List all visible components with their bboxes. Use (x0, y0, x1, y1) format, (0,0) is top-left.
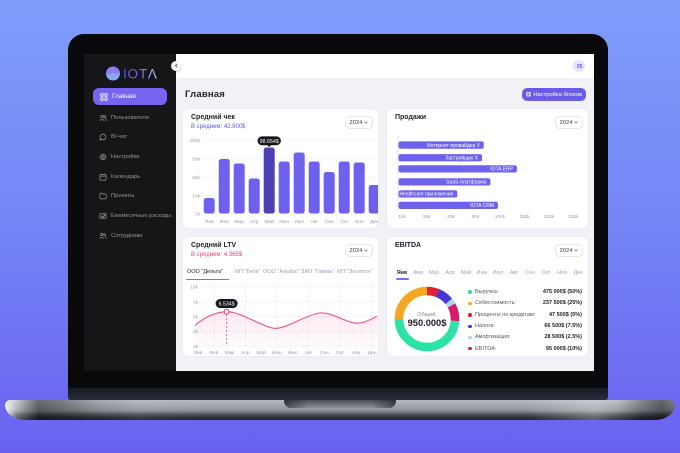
svg-text:25k: 25k (192, 175, 200, 181)
svg-text:Дек: Дек (370, 219, 378, 225)
svg-text:IOTA ERP: IOTA ERP (490, 167, 513, 173)
svg-text:Авг: Авг (310, 219, 318, 225)
svg-text:100k: 100k (495, 214, 506, 220)
svg-text:10k: 10k (192, 194, 200, 200)
svg-text:Ноя: Ноя (355, 219, 364, 225)
svg-text:Июл: Июл (288, 350, 298, 356)
svg-text:Healthcare приложение: Healthcare приложение (399, 192, 453, 198)
svg-text:20k: 20k (447, 214, 455, 220)
svg-text:Застройщик Х: Застройщик Х (445, 155, 478, 162)
svg-text:Общий:: Общий: (417, 311, 437, 318)
svg-text:98.654$: 98.654$ (260, 139, 279, 145)
svg-text:Дек: Дек (368, 350, 377, 356)
svg-text:Ноя: Ноя (352, 350, 361, 356)
svg-text:Мар: Мар (225, 350, 235, 356)
svg-text:Май: Май (256, 349, 266, 356)
svg-text:IOTA CRM: IOTA CRM (470, 203, 494, 209)
svg-text:Янв: Янв (194, 350, 203, 356)
svg-text:Фев: Фев (220, 219, 229, 225)
svg-text:15k: 15k (423, 214, 431, 220)
svg-text:950.000$: 950.000$ (408, 318, 448, 328)
svg-text:Янв: Янв (205, 219, 214, 225)
svg-text:Июн: Июн (279, 219, 289, 225)
svg-text:Сен: Сен (325, 219, 334, 225)
svg-text:10k: 10k (190, 285, 198, 291)
svg-text:Апр: Апр (241, 350, 250, 356)
svg-text:5k: 5k (193, 314, 199, 320)
svg-text:1k: 1k (195, 212, 201, 218)
svg-text:100k: 100k (190, 138, 201, 144)
svg-text:Окт: Окт (340, 219, 349, 225)
svg-text:150k: 150k (519, 214, 530, 220)
svg-text:Мар: Мар (235, 219, 245, 225)
svg-text:Сен: Сен (320, 350, 329, 356)
svg-text:Апр: Апр (250, 219, 259, 225)
svg-text:10k: 10k (398, 214, 406, 220)
svg-text:Интернет-провайдер У: Интернет-провайдер У (427, 142, 481, 149)
svg-text:Окт: Окт (336, 350, 345, 356)
svg-text:Май: Май (264, 218, 274, 225)
svg-text:Фев: Фев (209, 350, 218, 356)
svg-text:7k: 7k (193, 300, 199, 306)
svg-text:30k: 30k (472, 214, 480, 220)
svg-text:50k: 50k (192, 157, 200, 163)
svg-text:Авг: Авг (305, 350, 313, 356)
svg-text:Июл: Июл (294, 219, 304, 225)
svg-text:SaaS-платформа: SaaS-платформа (446, 180, 487, 186)
svg-text:250k: 250k (568, 214, 579, 220)
svg-text:Июн: Июн (272, 350, 282, 356)
svg-text:IOTΛ: IOTΛ (123, 67, 158, 82)
svg-text:1k: 1k (193, 344, 199, 350)
svg-text:6.534$: 6.534$ (219, 301, 235, 307)
svg-text:200k: 200k (544, 214, 555, 220)
